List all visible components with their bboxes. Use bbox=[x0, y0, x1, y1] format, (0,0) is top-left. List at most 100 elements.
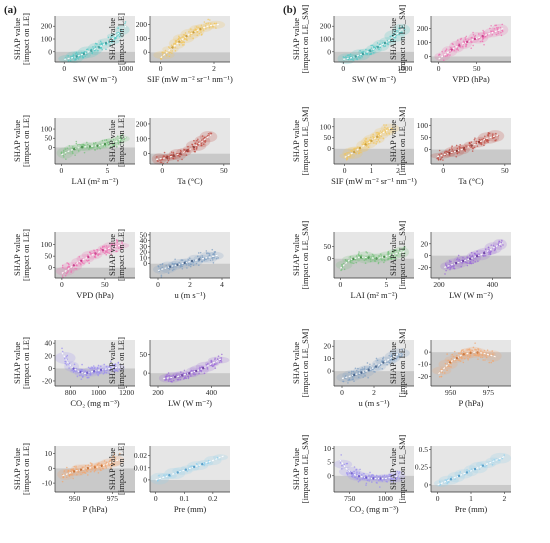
shap-point bbox=[187, 262, 190, 265]
shap-point bbox=[119, 452, 121, 455]
shap-point bbox=[360, 51, 363, 54]
shap-point bbox=[170, 380, 172, 383]
shap-point bbox=[212, 261, 215, 264]
y-tick-label: 20 bbox=[45, 351, 53, 360]
shap-point bbox=[161, 262, 164, 265]
shap-point bbox=[450, 147, 453, 149]
density-core bbox=[372, 477, 375, 480]
shap-point bbox=[372, 256, 374, 258]
shap-point bbox=[355, 261, 358, 264]
shap-point bbox=[187, 258, 190, 261]
shap-point bbox=[368, 367, 370, 369]
shap-point bbox=[484, 465, 486, 468]
y-tick-label: 0 bbox=[424, 348, 428, 357]
density-core bbox=[72, 367, 75, 370]
shap-point bbox=[75, 142, 78, 145]
shap-point bbox=[474, 260, 477, 263]
trend-line bbox=[61, 136, 127, 156]
y-tick-label: -20 bbox=[42, 376, 52, 385]
shap-point bbox=[172, 379, 175, 382]
density-core bbox=[350, 472, 353, 475]
shap-point bbox=[439, 481, 441, 483]
shap-point bbox=[111, 363, 114, 366]
shap-point bbox=[465, 43, 468, 46]
shap-point bbox=[500, 31, 502, 34]
shap-point bbox=[377, 262, 380, 265]
shap-point bbox=[372, 52, 375, 54]
shap-point bbox=[447, 359, 450, 362]
shap-point bbox=[88, 148, 90, 150]
shap-point bbox=[484, 359, 486, 361]
shap-point bbox=[204, 140, 207, 142]
y-axis-label-line1: SHAP value bbox=[107, 448, 117, 490]
shap-point bbox=[396, 476, 398, 479]
shap-point bbox=[178, 43, 181, 46]
density-core bbox=[187, 372, 191, 375]
shap-point bbox=[110, 253, 113, 256]
y-tick-label: 0.25 bbox=[415, 463, 428, 472]
shap-point bbox=[388, 257, 391, 260]
y-tick-label: 0 bbox=[327, 367, 331, 376]
shap-point bbox=[96, 148, 98, 150]
shap-point bbox=[108, 252, 111, 255]
positive-region bbox=[55, 232, 135, 268]
shap-point bbox=[382, 137, 385, 140]
density-core bbox=[369, 49, 372, 52]
shap-point bbox=[116, 240, 119, 242]
shap-point bbox=[87, 464, 90, 466]
density-core bbox=[99, 368, 103, 372]
shap-point bbox=[352, 59, 354, 61]
shap-point bbox=[164, 49, 167, 52]
trend-line bbox=[339, 250, 405, 269]
shap-point bbox=[445, 269, 447, 272]
shap-point bbox=[477, 347, 479, 350]
shap-point bbox=[88, 262, 91, 264]
shap-point bbox=[470, 146, 472, 149]
shap-point bbox=[201, 260, 203, 263]
y-tick-label: 50 bbox=[140, 350, 148, 359]
shap-point bbox=[80, 368, 82, 371]
y-axis-label-line1: SHAP value bbox=[291, 120, 301, 162]
y-axis-label-line1: SHAP value bbox=[291, 342, 301, 384]
shap-point bbox=[378, 137, 381, 139]
shap-point bbox=[75, 367, 77, 370]
shap-point bbox=[449, 148, 451, 151]
shap-point bbox=[456, 152, 459, 154]
x-axis-label: CO₂ (mg m⁻³) bbox=[70, 398, 119, 408]
shap-point bbox=[357, 367, 359, 370]
shap-point bbox=[460, 265, 463, 268]
shap-point bbox=[75, 58, 77, 61]
shap-point bbox=[168, 264, 170, 266]
shap-point bbox=[207, 134, 209, 137]
x-tick-label: 5 bbox=[106, 166, 110, 175]
shap-point bbox=[65, 476, 68, 478]
shap-point bbox=[357, 146, 359, 149]
shap-point bbox=[121, 241, 123, 244]
density-core bbox=[455, 149, 459, 153]
density-cloud bbox=[486, 130, 505, 142]
shap-point bbox=[439, 158, 442, 161]
shap-point bbox=[376, 482, 378, 484]
shap-point bbox=[382, 358, 384, 360]
shap-point bbox=[378, 43, 381, 46]
shap-point bbox=[189, 265, 192, 268]
shap-point bbox=[71, 150, 74, 153]
y-tick-label: 100 bbox=[320, 35, 332, 44]
positive-region bbox=[431, 118, 511, 150]
y-axis-label-line2: [impact on LE_SM] bbox=[300, 5, 310, 74]
shap-point bbox=[183, 44, 185, 46]
shap-point bbox=[500, 241, 502, 244]
shap-point bbox=[71, 469, 74, 471]
shap-point bbox=[342, 380, 344, 383]
shap-point bbox=[84, 464, 87, 467]
shap-point bbox=[456, 47, 459, 49]
shap-point bbox=[357, 55, 360, 58]
shap-point bbox=[361, 55, 363, 58]
positive-region bbox=[55, 16, 135, 52]
y-tick-label: 0 bbox=[327, 471, 331, 480]
shap-point bbox=[213, 256, 215, 259]
shap-point bbox=[389, 361, 391, 364]
shap-point bbox=[378, 140, 381, 143]
density-core bbox=[80, 146, 84, 149]
